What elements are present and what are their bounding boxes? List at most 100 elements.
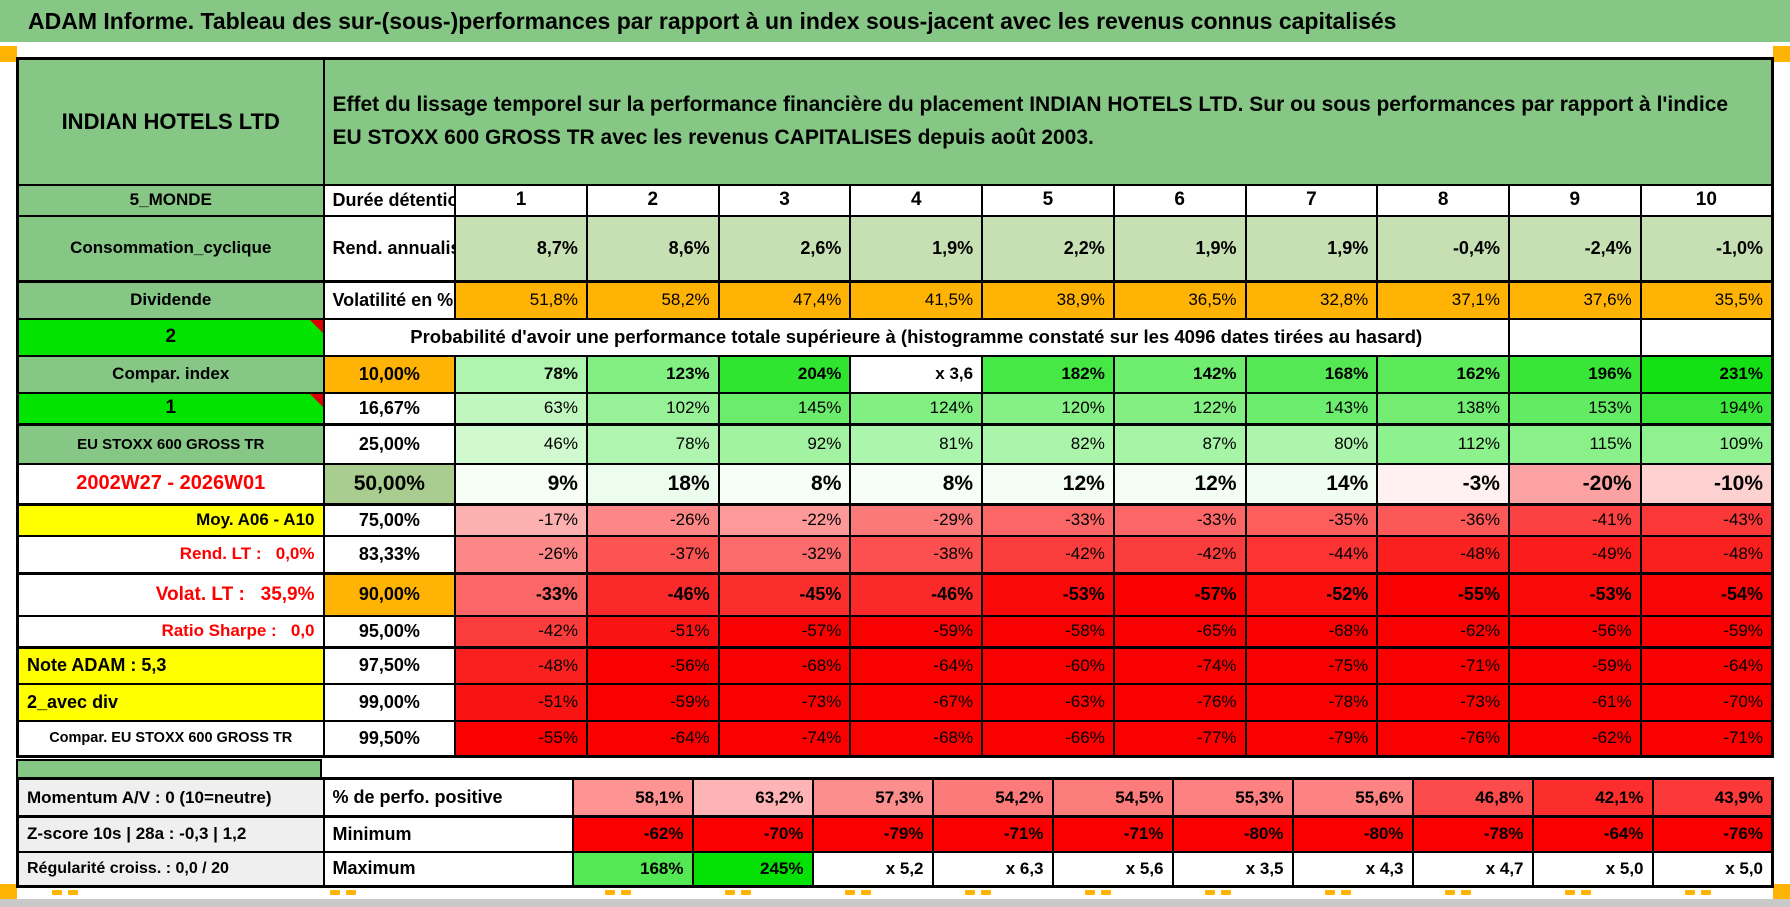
value-cell[interactable]: -63%	[981, 682, 1115, 722]
row-label-cell[interactable]: Note ADAM : 5,3	[16, 646, 325, 685]
value-cell[interactable]: -73%	[717, 682, 852, 722]
value-cell[interactable]: -73%	[1376, 682, 1510, 722]
value-cell[interactable]: -76%	[1651, 815, 1774, 853]
value-cell[interactable]: -48%	[454, 646, 588, 685]
value-cell[interactable]: -35%	[1244, 503, 1379, 537]
value-cell[interactable]: -55%	[1376, 572, 1510, 617]
value-cell[interactable]: -33%	[1112, 503, 1247, 537]
row-label-cell[interactable]: Moy. A06 - A10	[16, 503, 325, 537]
row-label-cell[interactable]: Dividende	[16, 280, 325, 320]
row-label-cell[interactable]: 2002W27 - 2026W01	[16, 462, 325, 506]
value-cell[interactable]: 9	[1507, 183, 1642, 217]
value-cell[interactable]: 37,1%	[1376, 280, 1510, 320]
row-label-cell[interactable]: Momentum A/V : 0 (10=neutre)	[16, 777, 325, 818]
value-cell[interactable]: -36%	[1376, 503, 1510, 537]
value-cell[interactable]: 145%	[717, 391, 852, 426]
row-label-cell[interactable]: 1	[16, 391, 325, 426]
value-cell[interactable]: 18%	[585, 462, 720, 506]
value-cell[interactable]: -44%	[1244, 534, 1379, 575]
value-cell[interactable]: 182%	[981, 354, 1115, 394]
value-cell[interactable]: 8	[1376, 183, 1510, 217]
value-cell[interactable]: 82%	[981, 423, 1115, 465]
value-cell[interactable]: -78%	[1411, 815, 1534, 853]
value-cell[interactable]: 92%	[717, 423, 852, 465]
value-cell[interactable]: 81%	[849, 423, 984, 465]
value-cell[interactable]: -64%	[585, 719, 720, 758]
value-cell[interactable]: -80%	[1171, 815, 1294, 853]
value-cell[interactable]: 14%	[1244, 462, 1379, 506]
value-cell[interactable]: x 5,0	[1651, 850, 1774, 888]
value-cell[interactable]: -1,0%	[1639, 214, 1774, 283]
value-cell[interactable]: 2	[585, 183, 720, 217]
row-label-cell[interactable]: Z-score 10s | 28a : -0,3 | 1,2	[16, 815, 325, 853]
value-cell[interactable]: 46,8%	[1411, 777, 1534, 818]
value-cell[interactable]: 87%	[1112, 423, 1247, 465]
value-cell[interactable]: -33%	[454, 572, 588, 617]
value-cell[interactable]: -79%	[1244, 719, 1379, 758]
metric-label-cell[interactable]: 50,00%	[322, 462, 457, 506]
metric-label-cell[interactable]: 83,33%	[322, 534, 457, 575]
value-cell[interactable]: -42%	[1112, 534, 1247, 575]
value-cell[interactable]: -62%	[571, 815, 694, 853]
value-cell[interactable]: 12%	[981, 462, 1115, 506]
value-cell[interactable]: -46%	[849, 572, 984, 617]
value-cell[interactable]: 78%	[454, 354, 588, 394]
value-cell[interactable]: -79%	[811, 815, 934, 853]
value-cell[interactable]: 37,6%	[1507, 280, 1642, 320]
value-cell[interactable]: 153%	[1507, 391, 1642, 426]
value-cell[interactable]: -2,4%	[1507, 214, 1642, 283]
value-cell[interactable]: 196%	[1507, 354, 1642, 394]
metric-label-cell[interactable]: Maximum	[322, 850, 574, 888]
value-cell[interactable]: 8%	[717, 462, 852, 506]
value-cell[interactable]: -22%	[717, 503, 852, 537]
value-cell[interactable]: -64%	[849, 646, 984, 685]
empty-cell[interactable]	[1507, 317, 1642, 357]
value-cell[interactable]: 138%	[1376, 391, 1510, 426]
value-cell[interactable]: -64%	[1531, 815, 1654, 853]
value-cell[interactable]: x 5,6	[1051, 850, 1174, 888]
value-cell[interactable]: -61%	[1507, 682, 1642, 722]
value-cell[interactable]: 10	[1639, 183, 1774, 217]
value-cell[interactable]: 2,2%	[981, 214, 1115, 283]
metric-label-cell[interactable]: 16,67%	[322, 391, 457, 426]
value-cell[interactable]: -45%	[717, 572, 852, 617]
value-cell[interactable]: -68%	[717, 646, 852, 685]
value-cell[interactable]: 245%	[691, 850, 814, 888]
row-label-cell[interactable]: Compar. EU STOXX 600 GROSS TR	[16, 719, 325, 758]
metric-label-cell[interactable]: 99,50%	[322, 719, 457, 758]
value-cell[interactable]: -42%	[981, 534, 1115, 575]
value-cell[interactable]: 6	[1112, 183, 1247, 217]
value-cell[interactable]: -0,4%	[1376, 214, 1510, 283]
value-cell[interactable]: -65%	[1112, 614, 1247, 649]
value-cell[interactable]: -26%	[585, 503, 720, 537]
left-column-spacer-cell[interactable]	[16, 759, 322, 779]
value-cell[interactable]: 120%	[981, 391, 1115, 426]
value-cell[interactable]: -51%	[585, 614, 720, 649]
value-cell[interactable]: -49%	[1507, 534, 1642, 575]
value-cell[interactable]: -71%	[1639, 719, 1774, 758]
value-cell[interactable]: -71%	[1051, 815, 1174, 853]
value-cell[interactable]: -75%	[1244, 646, 1379, 685]
value-cell[interactable]: x 6,3	[931, 850, 1054, 888]
probability-banner-cell[interactable]: Probabilité d'avoir une performance tota…	[322, 317, 1510, 357]
value-cell[interactable]: 8,6%	[585, 214, 720, 283]
value-cell[interactable]: 1	[454, 183, 588, 217]
value-cell[interactable]: 115%	[1507, 423, 1642, 465]
value-cell[interactable]: 204%	[717, 354, 852, 394]
value-cell[interactable]: 46%	[454, 423, 588, 465]
value-cell[interactable]: 58,1%	[571, 777, 694, 818]
metric-label-cell[interactable]: Durée détention (an)	[322, 183, 457, 217]
value-cell[interactable]: -78%	[1244, 682, 1379, 722]
value-cell[interactable]: 102%	[585, 391, 720, 426]
value-cell[interactable]: -60%	[981, 646, 1115, 685]
value-cell[interactable]: -43%	[1639, 503, 1774, 537]
value-cell[interactable]: 143%	[1244, 391, 1379, 426]
value-cell[interactable]: -17%	[454, 503, 588, 537]
value-cell[interactable]: -29%	[849, 503, 984, 537]
value-cell[interactable]: -70%	[1639, 682, 1774, 722]
value-cell[interactable]: -46%	[585, 572, 720, 617]
value-cell[interactable]: 35,5%	[1639, 280, 1774, 320]
value-cell[interactable]: -57%	[717, 614, 852, 649]
value-cell[interactable]: x 3,5	[1171, 850, 1294, 888]
row-label-cell[interactable]: EU STOXX 600 GROSS TR	[16, 423, 325, 465]
